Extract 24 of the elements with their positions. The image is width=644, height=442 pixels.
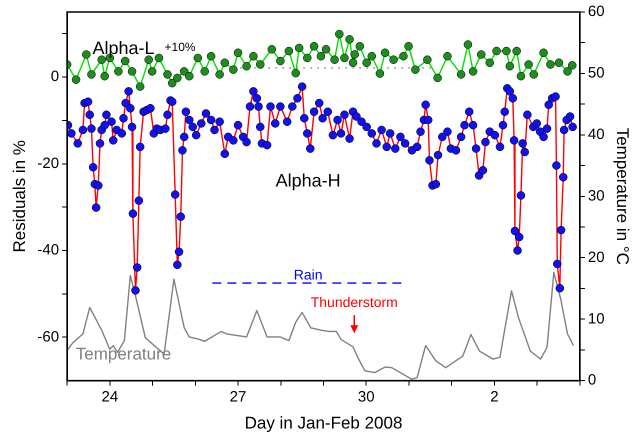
x-tick-label: 30 — [358, 388, 375, 406]
series-label: Rain — [294, 266, 323, 282]
y-tick-label: -40 — [37, 242, 60, 259]
annotation: Thunderstorm — [310, 294, 398, 310]
y2-tick-label: 50 — [588, 64, 605, 82]
annotation: +10% — [164, 40, 196, 54]
y-tick-label: 0 — [50, 68, 60, 86]
y2-tick-label: 0 — [588, 372, 596, 389]
series-label: Alpha-L — [92, 38, 155, 58]
y2-tick-label: 10 — [588, 310, 605, 328]
series-label: Temperature — [76, 344, 172, 364]
y-tick-label: -20 — [37, 154, 60, 172]
x-tick-label: 24 — [101, 388, 118, 406]
y-axis-title: Residuals in % — [10, 140, 29, 253]
y-tick-label: -60 — [37, 328, 60, 346]
y2-tick-label: 60 — [588, 3, 605, 20]
x-axis-title: Day in Jan-Feb 2008 — [244, 413, 402, 432]
y2-tick-label: 30 — [588, 187, 605, 204]
series-label: Alpha-H — [276, 170, 341, 191]
y2-tick-label: 20 — [588, 248, 605, 266]
y2-axis-title: Temperature in °C — [613, 128, 632, 265]
y2-tick-label: 40 — [588, 126, 605, 144]
x-tick-label: 2 — [490, 388, 499, 406]
x-tick-label: 27 — [230, 388, 246, 406]
